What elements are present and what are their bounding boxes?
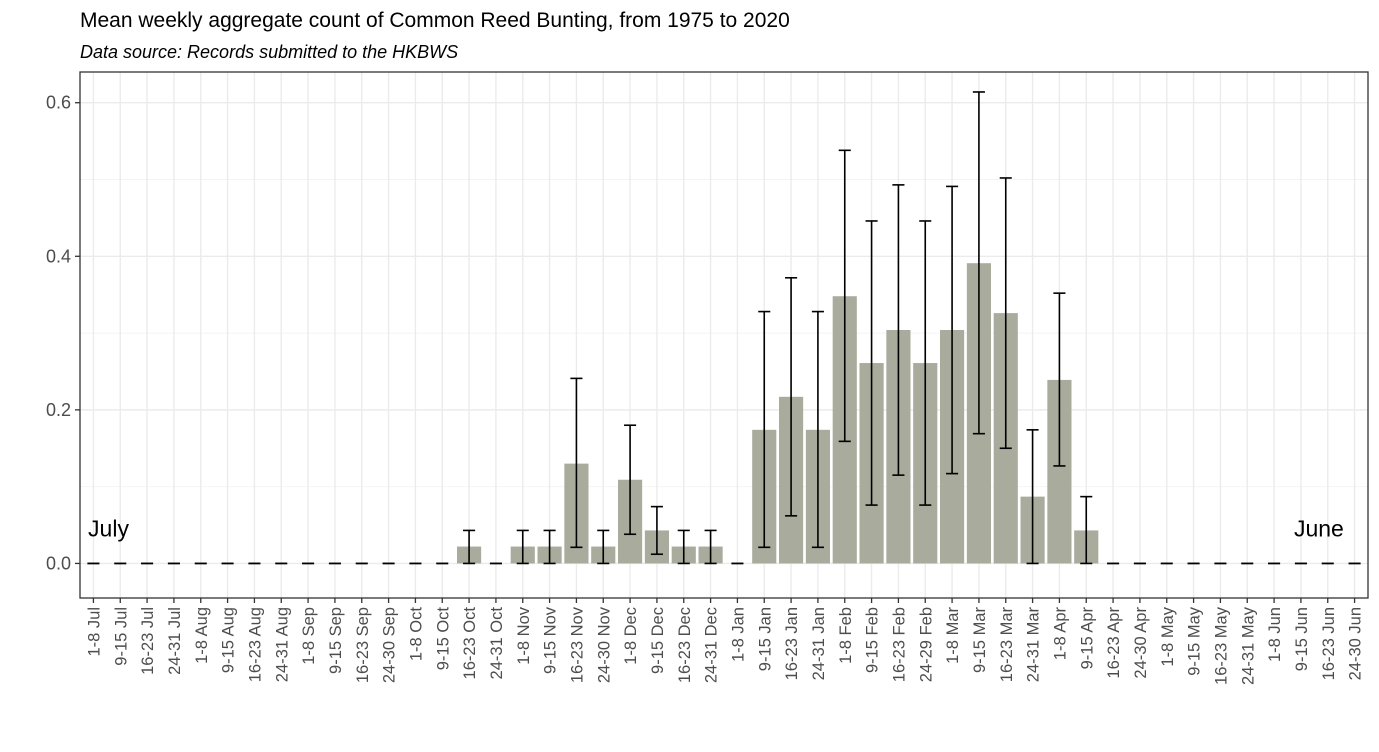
x-tick-label: 1-8 Mar: [944, 607, 962, 664]
x-tick-label: 1-8 Dec: [622, 607, 640, 665]
x-tick-label: 9-15 Jun: [1293, 607, 1311, 671]
x-tick-label: 16-23 Nov: [568, 606, 586, 683]
y-tick-label: 0.2: [46, 400, 71, 420]
x-tick-label: 9-15 May: [1186, 606, 1204, 676]
chart-title: Mean weekly aggregate count of Common Re…: [80, 9, 790, 32]
x-tick-label: 9-15 Nov: [542, 606, 560, 674]
x-tick-label: 24-31 Dec: [703, 607, 721, 683]
x-tick-label: 16-23 Aug: [246, 607, 264, 682]
x-tick-label: 1-8 May: [1159, 606, 1177, 666]
x-tick-label: 16-23 Sep: [354, 607, 372, 683]
x-tick-label: 24-30 Sep: [381, 607, 399, 683]
x-tick-label: 1-8 Jan: [729, 607, 747, 662]
plot-area: July June 0.0 0.2 0.4 0.6 1-8 Jul 9-15 Jul 16-23…: [46, 71, 1369, 685]
x-tick-label: 16-23 Jan: [783, 607, 801, 680]
x-tick-label: 1-8 Feb: [837, 607, 855, 664]
x-tick-label: 16-23 Feb: [890, 607, 908, 682]
x-tick-label: 16-23 Dec: [676, 607, 694, 683]
x-tick-label: 9-15 Aug: [220, 607, 238, 673]
y-tick-label: 0.4: [46, 246, 71, 266]
x-tick-label: 16-23 Apr: [1105, 607, 1123, 679]
x-tick-label: 16-23 Oct: [461, 607, 479, 680]
plot-border: [79, 71, 1369, 599]
x-tick-label: 1-8 Aug: [193, 607, 211, 664]
x-tick-label: 1-8 Apr: [1051, 606, 1069, 660]
x-tick-label: 9-15 Dec: [649, 607, 667, 674]
x-tick-label: 9-15 Jul: [112, 607, 130, 666]
x-tick-label: 9-15 Apr: [1078, 606, 1096, 669]
x-tick-label: 24-30 Jun: [1347, 607, 1365, 680]
y-tick-label: 0.6: [46, 93, 71, 113]
x-tick-label: 24-31 Aug: [273, 607, 291, 682]
x-tick-label: 1-8 Jul: [85, 607, 103, 657]
x-tick-label: 1-8 Nov: [515, 606, 533, 665]
annotation-label: June: [1294, 516, 1344, 542]
x-tick-label: 9-15 Oct: [434, 607, 452, 671]
x-tick-label: 24-31 Jan: [810, 607, 828, 680]
y-tick-label: 0.0: [46, 553, 71, 573]
x-tick-label: 16-23 May: [1212, 606, 1230, 685]
x-tick-label: 16-23 Mar: [998, 606, 1016, 682]
x-tick-label: 16-23 Jun: [1320, 607, 1338, 680]
x-tick-label: 24-31 Oct: [488, 607, 506, 680]
x-tick-label: 24-31 Mar: [1025, 606, 1043, 682]
annotation-label: July: [88, 516, 129, 542]
x-tick-label: 24-31 May: [1239, 606, 1257, 685]
x-tick-label: 24-30 Apr: [1132, 607, 1150, 679]
x-tick-label: 1-8 Sep: [300, 607, 318, 665]
x-tick-label: 1-8 Jun: [1266, 607, 1284, 662]
x-tick-label: 9-15 Feb: [864, 607, 882, 673]
x-tick-label: 1-8 Oct: [407, 607, 425, 662]
x-tick-label: 24-31 Jul: [166, 607, 184, 675]
x-tick-label: 9-15 Mar: [971, 607, 989, 674]
x-tick-label: 16-23 Jul: [139, 607, 157, 675]
plot-panel: [80, 72, 1368, 598]
x-tick-label: 9-15 Jan: [756, 607, 774, 671]
x-tick-label: 24-29 Feb: [917, 607, 935, 682]
chart-subtitle: Data source: Records submitted to the HK…: [80, 42, 458, 62]
x-tick-label: 9-15 Sep: [327, 607, 345, 674]
x-tick-label: 24-30 Nov: [595, 606, 613, 683]
